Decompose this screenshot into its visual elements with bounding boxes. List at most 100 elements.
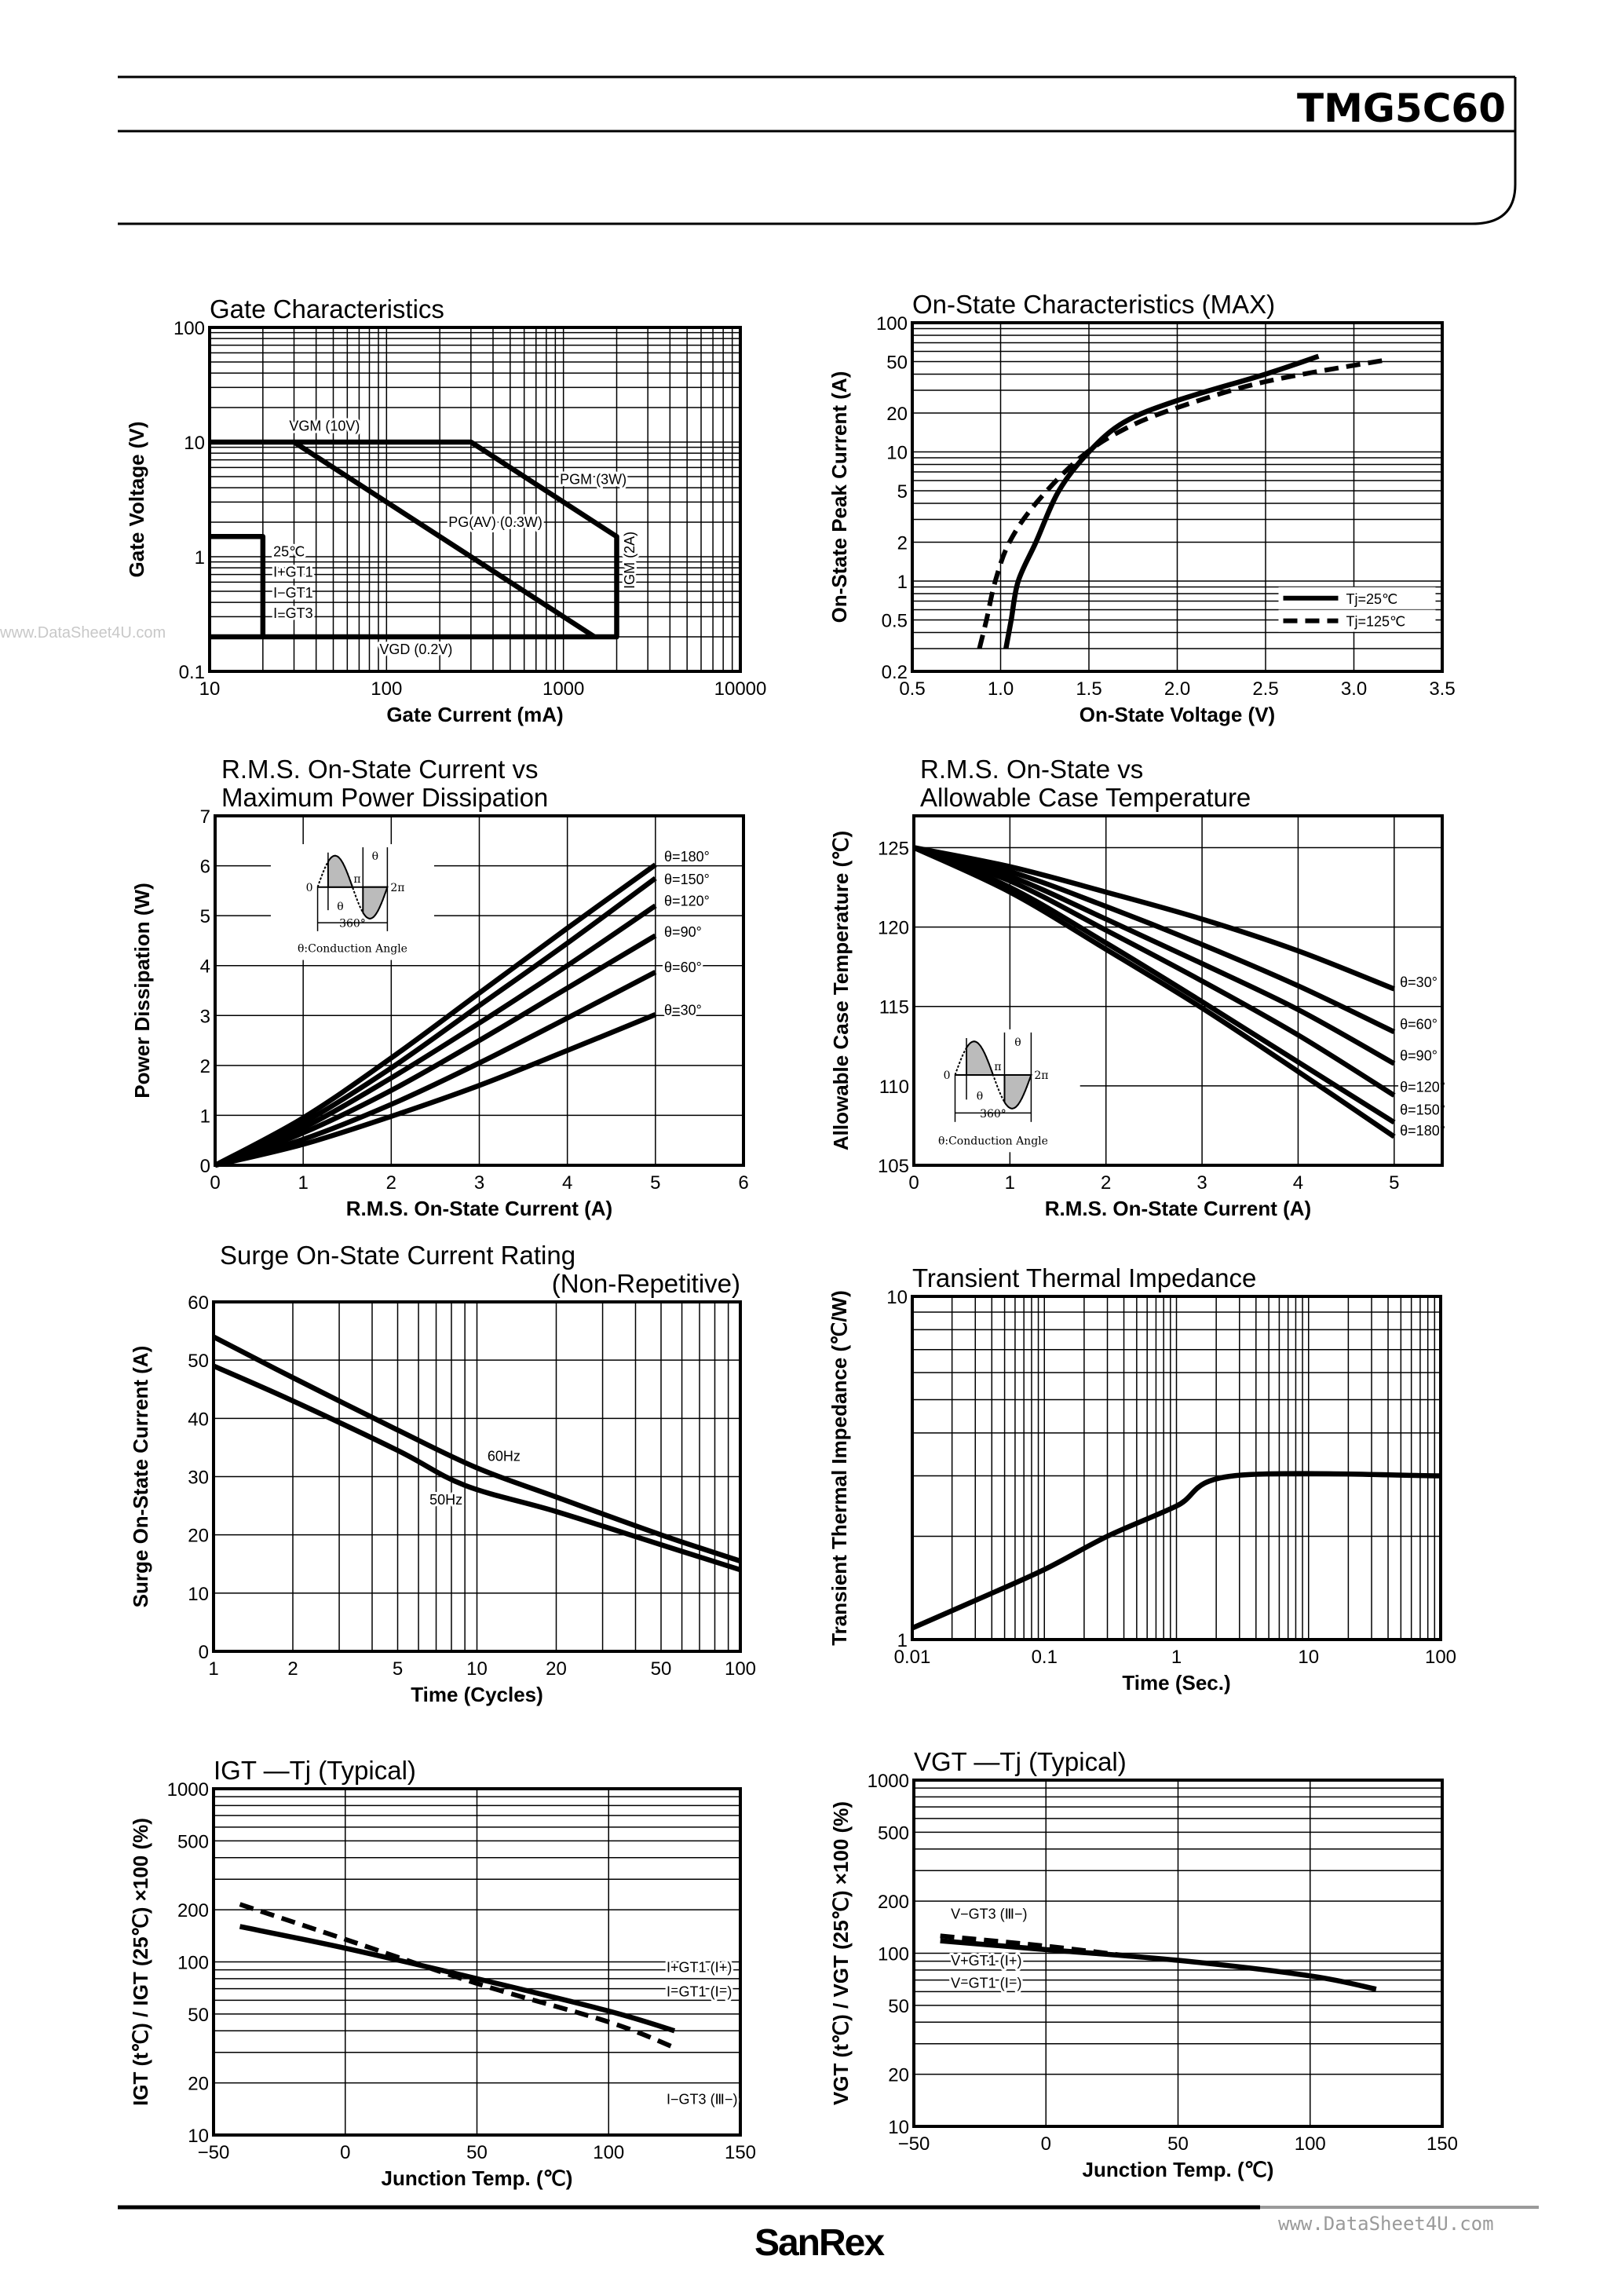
chart-title: R.M.S. On-State Current vs [221, 755, 538, 784]
x-tick-label: 0.1 [1032, 1647, 1058, 1668]
conduction-angle-inset: 0 2π π θ θ 360° θ:Conduction Angle [906, 1029, 1080, 1153]
x-tick-label: 50 [1167, 2133, 1189, 2155]
annotation-label: VGM (10V) [289, 418, 360, 433]
series-line-5 [912, 845, 1396, 1125]
x-tick-label: 1 [1171, 1647, 1182, 1668]
plot-frame [912, 814, 1444, 1167]
chart-title: Surge On-State Current Rating [220, 1241, 575, 1270]
series-line-1 [212, 1334, 742, 1564]
y-tick-label: 10 [188, 2126, 209, 2147]
series-line-2 [977, 356, 1390, 649]
plot-frame [911, 1295, 1442, 1641]
x-axis-label: Junction Temp. (℃) [382, 2166, 573, 2190]
y-tick-label: 5 [200, 906, 210, 927]
annotation-label: V+GT1 (Ⅰ+) [951, 1953, 1021, 1969]
series-line-2 [940, 1933, 1126, 1958]
y-tick-label: 125 [878, 838, 909, 859]
series-label: θ=90° [1400, 1048, 1438, 1064]
plot-frame [911, 321, 1444, 673]
legend-label: Tj=25℃ [1346, 591, 1398, 607]
y-axis-label: Transient Thermal Impedance (℃/W) [827, 1290, 851, 1646]
part-number: TMG5C60 [1297, 86, 1506, 131]
series-line-4 [912, 845, 1396, 1098]
y-axis-label: Surge On-State Current (A) [129, 1346, 152, 1608]
x-tick-label: 0 [1041, 2133, 1051, 2155]
x-tick-label: 10 [199, 678, 221, 700]
y-tick-label: 50 [886, 353, 908, 374]
inset-label: 2π [390, 882, 404, 894]
y-axis-label: On-State Peak Current (A) [827, 371, 851, 623]
x-tick-label: 2 [386, 1172, 396, 1194]
x-tick-label: 1 [298, 1172, 308, 1194]
annotation-label: I−GT1 [273, 585, 313, 601]
y-tick-label: 120 [878, 918, 909, 939]
inset-label: 2π [1034, 1069, 1048, 1082]
x-tick-label: 1 [208, 1658, 218, 1680]
chart-title: (Non-Repetitive) [552, 1269, 740, 1298]
y-tick-label: 100 [878, 1944, 909, 1965]
y-tick-label: 0.5 [882, 611, 908, 632]
plot-frame [212, 1787, 742, 2137]
chart-title: Gate Characteristics [210, 294, 444, 324]
y-tick-label: 10 [888, 2117, 909, 2138]
series-label: θ=120° [1400, 1080, 1445, 1095]
chart-title: VGT —Tj (Typical) [914, 1747, 1127, 1776]
x-tick-label: 150 [725, 2142, 756, 2163]
annotation-label: V−GT3 (Ⅲ−) [951, 1906, 1027, 1921]
x-tick-label: 1.0 [988, 678, 1014, 700]
chart-vgt-tj: −50 0 50 100 150 10 20 50 100 200 500 1000 Junction … [829, 1747, 1458, 2181]
x-tick-label: 0 [210, 1172, 220, 1194]
series-label: θ=180° [1400, 1123, 1445, 1139]
y-tick-label: 20 [886, 404, 908, 425]
series-label: θ=150° [664, 872, 710, 887]
y-tick-label: 1000 [167, 1779, 209, 1801]
y-tick-label: 200 [177, 1900, 209, 1921]
x-tick-label: 50 [466, 2142, 488, 2163]
y-tick-label: 110 [879, 1077, 909, 1098]
annotation-label: I−GT3 [273, 605, 313, 621]
y-tick-label: 0 [200, 1156, 210, 1177]
series-line-3 [210, 534, 266, 638]
series-label: θ=120° [664, 893, 710, 909]
x-tick-label: 5 [1389, 1172, 1399, 1194]
chart-title: Maximum Power Dissipation [221, 783, 548, 812]
inset-label: 360° [339, 918, 366, 930]
series-label: 50Hz [429, 1492, 462, 1508]
x-axis-label: Gate Current (mA) [386, 703, 563, 726]
x-tick-label: 3 [474, 1172, 484, 1194]
y-tick-label: 1 [200, 1106, 210, 1127]
y-tick-label: 20 [188, 2074, 209, 2095]
series-line-1 [911, 1471, 1441, 1631]
series-line-1 [214, 862, 657, 1168]
y-tick-label: 60 [188, 1292, 209, 1314]
x-axis-label: R.M.S. On-State Current (A) [346, 1197, 612, 1220]
y-tick-label: 200 [878, 1892, 909, 1913]
x-tick-label: 0 [340, 2142, 350, 2163]
x-tick-label: 2 [287, 1658, 298, 1680]
y-tick-label: 1000 [868, 1771, 909, 1792]
x-axis-label: Junction Temp. (℃) [1083, 2158, 1274, 2181]
inset-label: π [353, 873, 360, 886]
annotation-label: PG(AV) (0.3W) [448, 514, 542, 530]
inset-label: 0 [306, 882, 313, 894]
series-line-1 [1003, 353, 1320, 649]
x-tick-label: 50 [651, 1658, 672, 1680]
x-tick-label: 100 [1295, 2133, 1326, 2155]
inset-label: 360° [980, 1108, 1006, 1121]
series-label: θ=60° [1400, 1016, 1438, 1032]
chart-thermal-impedance: 0.01 0.1 1 10 100 1 10 Time (Sec.) Transient The… [827, 1263, 1456, 1695]
x-tick-label: 150 [1427, 2133, 1458, 2155]
chart-title: IGT —Tj (Typical) [214, 1756, 416, 1785]
x-tick-label: 1 [1005, 1172, 1015, 1194]
y-tick-label: 1 [195, 547, 205, 569]
y-tick-label: 10 [886, 1287, 908, 1308]
annotation-label: IGM (2A) [622, 532, 637, 589]
y-tick-label: 10 [188, 1584, 209, 1605]
x-tick-label: 3.5 [1429, 678, 1455, 700]
series-label: θ=30° [664, 1003, 702, 1018]
x-tick-label: 2 [1101, 1172, 1111, 1194]
y-tick-label: 0.1 [179, 662, 205, 683]
x-tick-label: 0 [908, 1172, 919, 1194]
y-tick-label: 50 [188, 1351, 209, 1372]
